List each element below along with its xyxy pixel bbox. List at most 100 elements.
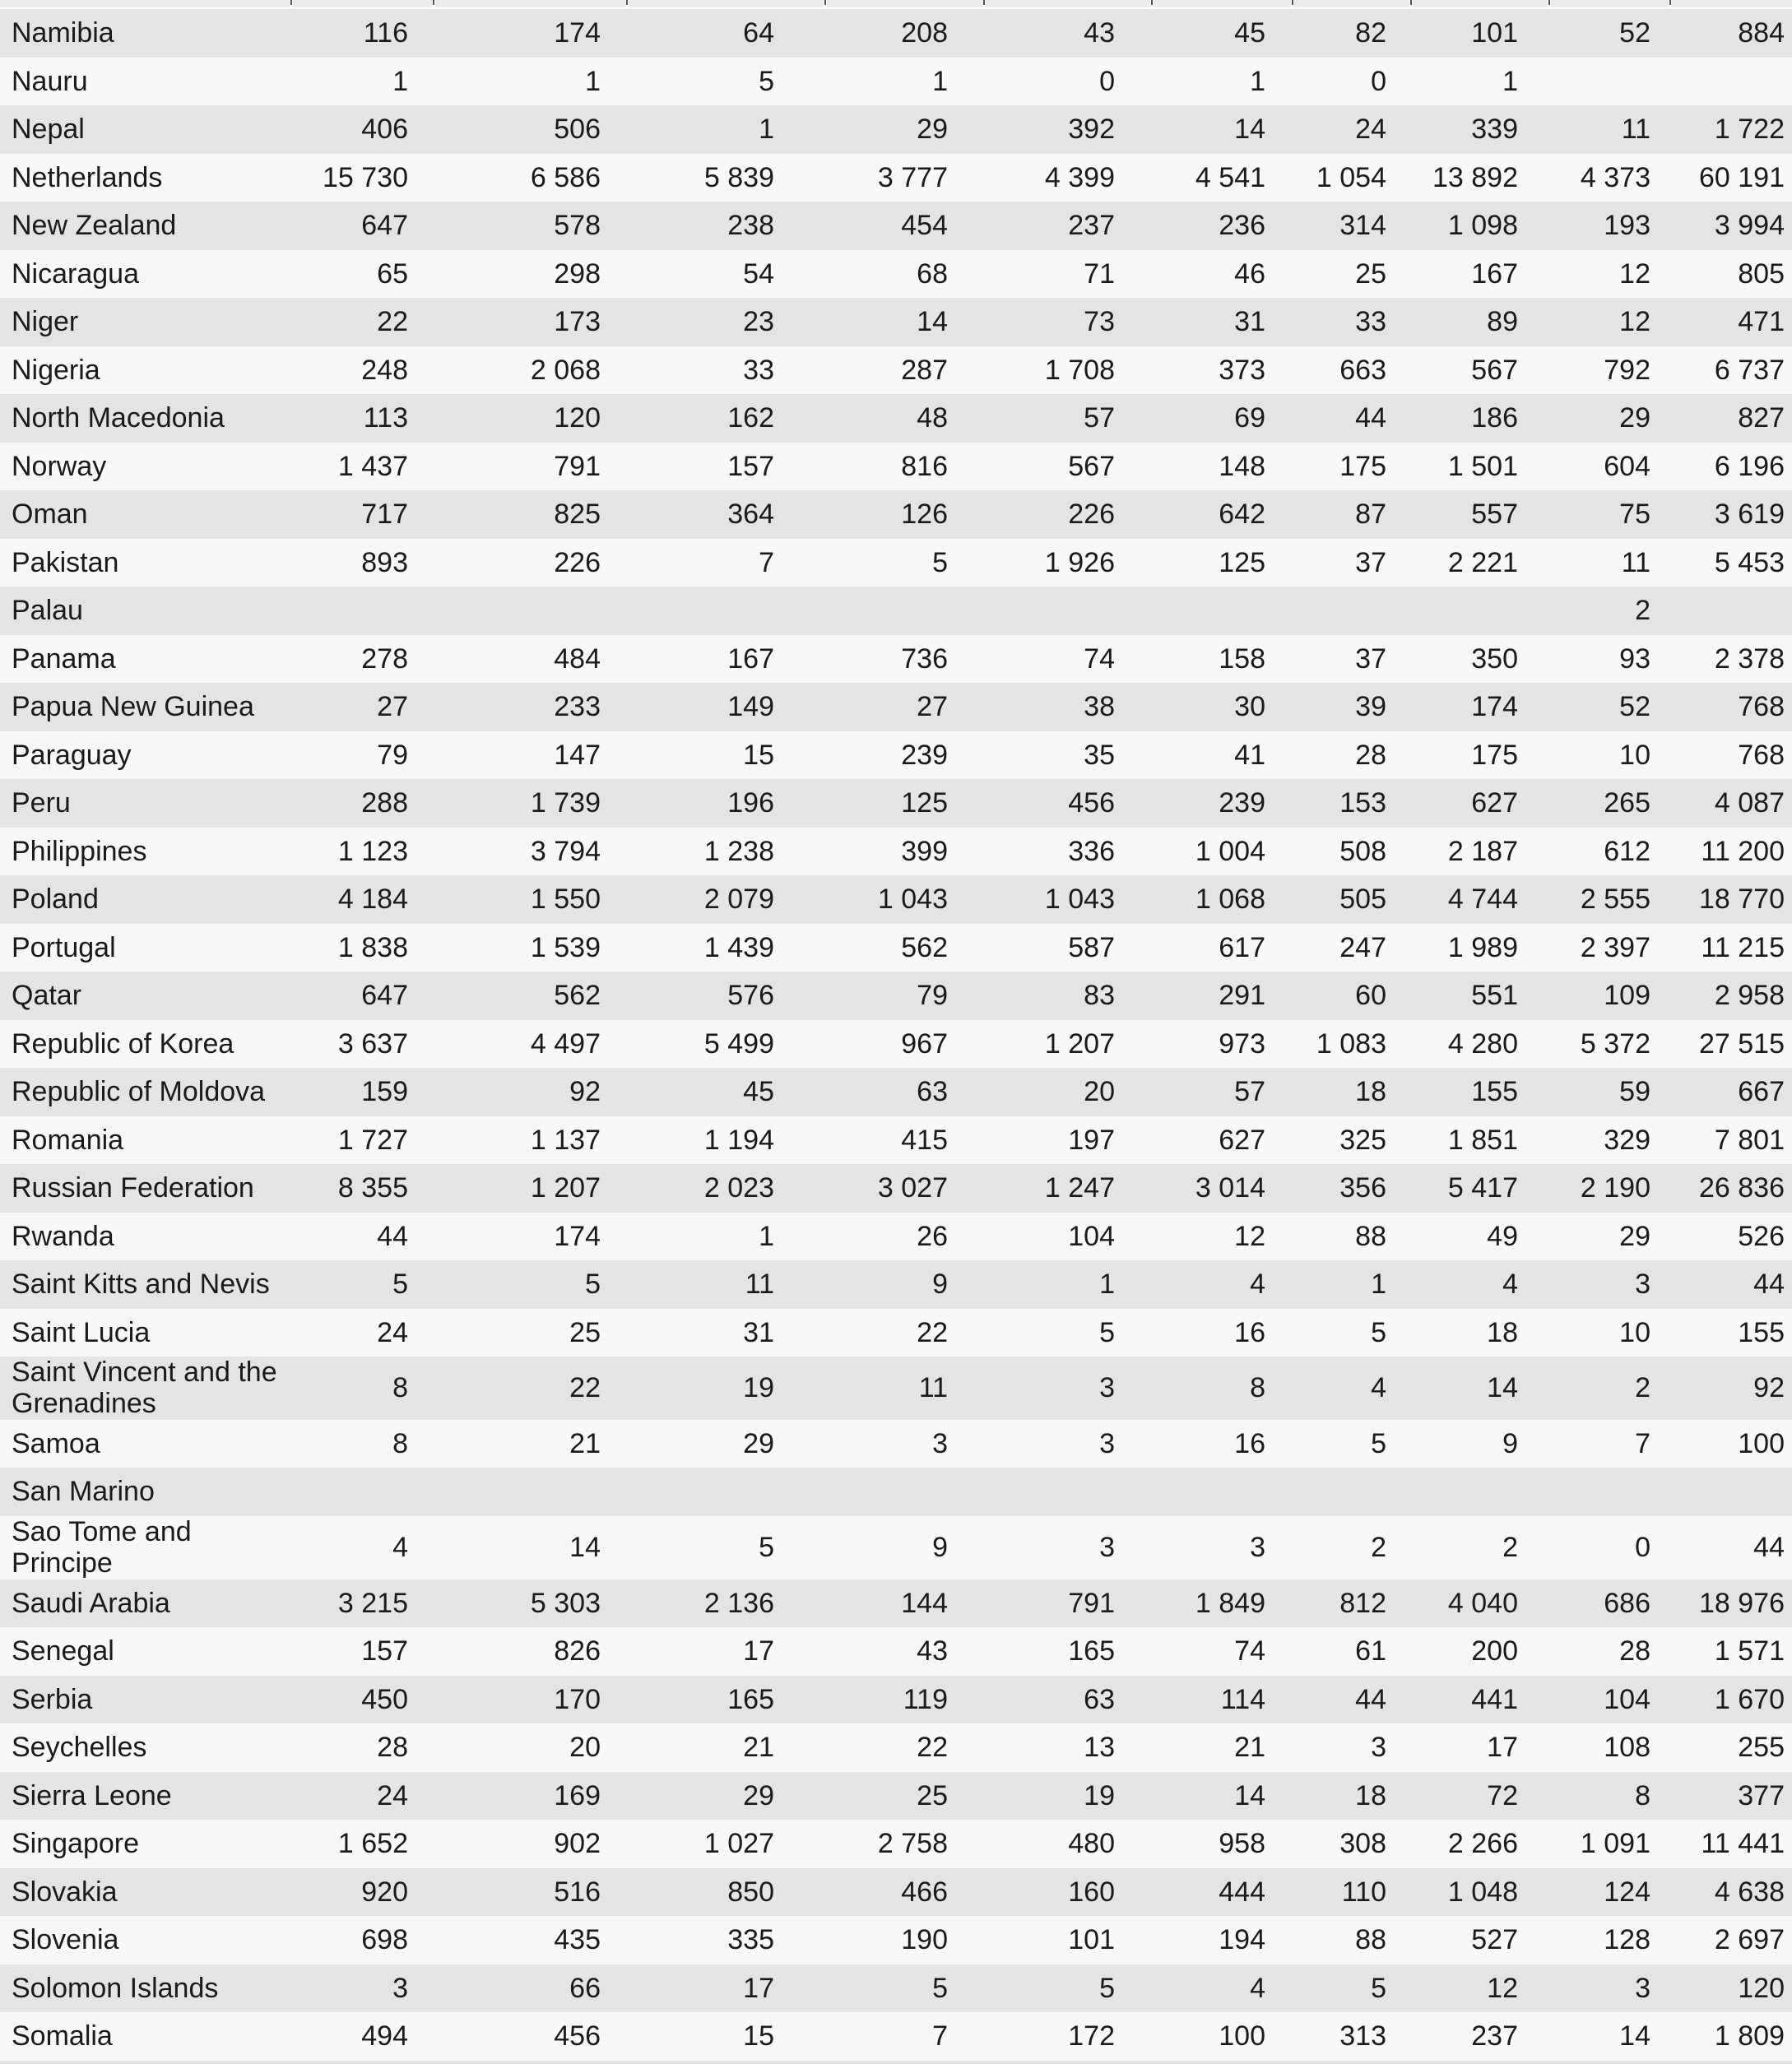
value-cell: 1 539 [530, 931, 601, 963]
table-row: Niger 22 173 23 14 73 31 33 89 12 471 [0, 298, 1792, 346]
value-cell: 2 266 [1447, 1828, 1518, 1860]
value-cell: 19 [1084, 1779, 1115, 1811]
value-cell: 149 [727, 691, 774, 723]
value-cell: 48 [917, 402, 948, 434]
value-cell: 336 [1068, 835, 1115, 867]
table-row: Saudi Arabia 3 215 5 303 2 136 144 791 1… [0, 1579, 1792, 1628]
value-cell: 1 [932, 65, 948, 97]
value-cell: 1 054 [1316, 161, 1386, 193]
table-row: New Zealand 647 578 238 454 237 236 314 … [0, 202, 1792, 250]
value-cell: 44 [1355, 402, 1386, 434]
value-cell: 2 [1635, 595, 1650, 627]
value-cell: 24 [377, 1316, 408, 1348]
value-cell: 364 [727, 499, 774, 531]
value-cell: 3 [1635, 1269, 1650, 1301]
value-cell: 1 [759, 114, 774, 146]
value-cell: 1 722 [1714, 114, 1785, 146]
value-cell: 248 [361, 354, 408, 386]
value-cell: 104 [1068, 1220, 1115, 1252]
value-cell: 1 [1099, 1269, 1115, 1301]
value-cell: 471 [1738, 306, 1785, 338]
value-cell: 174 [554, 17, 601, 49]
value-cell: 66 [569, 1972, 601, 2004]
value-cell: 816 [901, 450, 948, 482]
value-cell: 71 [1084, 257, 1115, 290]
value-cell: 79 [377, 739, 408, 771]
value-cell: 698 [361, 1924, 408, 1956]
value-cell: 82 [1355, 17, 1386, 49]
country-cell: Samoa [12, 1427, 100, 1459]
value-cell: 567 [1471, 354, 1518, 386]
value-cell: 3 [1635, 1972, 1650, 2004]
value-cell: 37 [1355, 546, 1386, 578]
value-cell: 11 200 [1701, 835, 1785, 867]
value-cell: 87 [1355, 499, 1386, 531]
value-cell: 3 [1371, 1732, 1386, 1764]
value-cell: 1 207 [1044, 1027, 1115, 1060]
column-divider-segment [432, 0, 625, 7]
country-cell: New Zealand [12, 210, 177, 242]
value-cell: 11 [1621, 546, 1650, 578]
value-cell: 2 023 [703, 1172, 774, 1204]
value-cell: 1 989 [1447, 931, 1518, 963]
column-divider-segment [0, 0, 290, 7]
value-cell: 153 [1339, 787, 1386, 819]
value-cell: 4 [1250, 1269, 1265, 1301]
value-cell: 1 [392, 65, 408, 97]
value-cell: 505 [1339, 884, 1386, 916]
next-row-top-sliver [0, 2060, 1792, 2064]
value-cell: 5 [932, 546, 948, 578]
value-cell: 0 [1635, 1532, 1650, 1564]
country-cell: Sao Tome and Principe [12, 1515, 192, 1579]
value-cell: 24 [1355, 114, 1386, 146]
value-cell: 5 303 [530, 1587, 601, 1619]
value-cell: 736 [901, 642, 948, 675]
value-cell: 791 [554, 450, 601, 482]
table-row: Pakistan 893 226 7 5 1 926 125 37 2 221 … [0, 538, 1792, 587]
value-cell: 812 [1339, 1587, 1386, 1619]
value-cell: 104 [1604, 1683, 1650, 1715]
country-cell: Nicaragua [12, 257, 139, 290]
country-cell: Papua New Guinea [12, 691, 254, 723]
value-cell: 339 [1471, 114, 1518, 146]
value-cell: 74 [1234, 1635, 1265, 1667]
table-row: Nauru 1 1 5 1 0 1 0 1 [0, 57, 1792, 105]
value-cell: 109 [1604, 980, 1650, 1012]
value-cell: 11 441 [1701, 1828, 1785, 1860]
value-cell: 5 839 [703, 161, 774, 193]
value-cell: 16 [1234, 1316, 1265, 1348]
value-cell: 1 [585, 65, 601, 97]
value-cell: 18 [1487, 1316, 1518, 1348]
value-cell: 26 836 [1699, 1172, 1785, 1204]
value-cell: 3 [1250, 1532, 1265, 1564]
country-cell: Philippines [12, 835, 147, 867]
value-cell: 29 [1619, 402, 1650, 434]
value-cell: 850 [727, 1876, 774, 1908]
value-cell: 1 [759, 1220, 774, 1252]
value-cell: 21 [569, 1427, 601, 1459]
value-cell: 1 098 [1447, 210, 1518, 242]
value-cell: 113 [363, 402, 408, 434]
value-cell: 5 372 [1580, 1027, 1650, 1060]
country-cell: Oman [12, 499, 88, 531]
value-cell: 6 586 [530, 161, 601, 193]
table-row: Republic of Korea 3 637 4 497 5 499 967 … [0, 1019, 1792, 1068]
value-cell: 958 [1219, 1828, 1265, 1860]
value-cell: 22 [917, 1316, 948, 1348]
value-cell: 63 [1084, 1683, 1115, 1715]
value-cell: 197 [1068, 1124, 1115, 1156]
table-row: Sierra Leone 24 169 29 25 19 14 18 72 8 … [0, 1771, 1792, 1820]
value-cell: 298 [554, 257, 601, 290]
table-row: Nicaragua 65 298 54 68 71 46 25 167 12 8… [0, 249, 1792, 298]
country-cell: Senegal [12, 1635, 114, 1667]
value-cell: 49 [1487, 1220, 1518, 1252]
value-cell: 3 619 [1714, 499, 1785, 531]
value-cell: 165 [1068, 1635, 1115, 1667]
value-cell: 1 048 [1447, 1876, 1518, 1908]
value-cell: 484 [554, 642, 601, 675]
value-cell: 4 040 [1447, 1587, 1518, 1619]
table-row: Poland 4 184 1 550 2 079 1 043 1 043 1 0… [0, 875, 1792, 924]
table-row: Serbia 450 170 165 119 63 114 44 441 104… [0, 1675, 1792, 1724]
value-cell: 5 [585, 1269, 601, 1301]
